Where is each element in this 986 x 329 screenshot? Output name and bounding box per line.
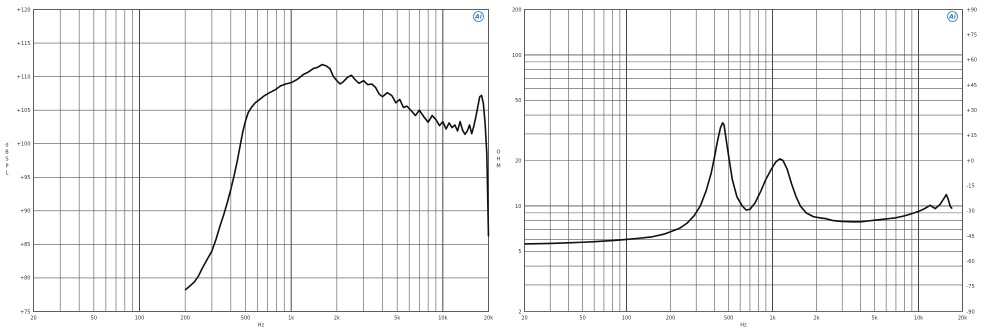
x-tick-label: 500: [241, 316, 251, 322]
x-axis-label: Hz: [258, 323, 265, 329]
x-tick-label: 1k: [770, 316, 776, 322]
x-tick-label: 100: [622, 316, 632, 322]
y-tick-label: 10: [515, 204, 521, 210]
x-tick-label: 20: [521, 316, 527, 322]
series-line: [184, 63, 490, 291]
frequency-response-chart: 20 50 100 200 500 1k 2k 5k 10k 20k +120 +115 +110 +10…: [5, 7, 493, 328]
ai-logo: Ai: [947, 11, 958, 22]
x-tick-label: 50: [579, 316, 585, 322]
y-tick-label: 2: [518, 309, 521, 315]
logo-text: Ai: [474, 14, 483, 21]
x-tick-label: 5k: [394, 316, 400, 322]
x-tick-label: 20k: [484, 316, 493, 322]
y-tick-label: +90: [20, 209, 31, 215]
y2-tick-label: +15: [967, 133, 978, 139]
y-tick-label: +80: [20, 276, 31, 282]
x-tick-label: 200: [666, 316, 676, 322]
x-tick-label: 100: [135, 316, 145, 322]
x-tick-label: 500: [724, 316, 734, 322]
x-tick-label: 50: [91, 316, 97, 322]
impedance-chart: 20 50 100 200 500 1k 2k 5k 10k 20k 200 100 50 20 10 5 2 +…: [496, 7, 977, 328]
x-axis-label: Hz: [740, 323, 747, 329]
x-tick-label: 10k: [914, 316, 923, 322]
x-tick-label: 200: [180, 316, 190, 322]
y2-tick-label: -45: [967, 234, 975, 240]
y-tick-label: 20: [515, 158, 521, 164]
y2-tick-label: -75: [967, 284, 975, 290]
y-tick-label: 5: [518, 249, 521, 255]
y2-tick-label: -90: [967, 309, 975, 315]
logo-ring: [473, 11, 484, 22]
y-tick-label: +120: [17, 7, 31, 13]
x-tick-label: 20: [30, 316, 36, 322]
y-tick-label: 200: [512, 7, 522, 13]
x-tick-label: 2k: [813, 316, 819, 322]
x-tick-label: 10k: [438, 316, 447, 322]
logo-ring: [947, 11, 958, 22]
x-tick-label: 1k: [288, 316, 294, 322]
ai-logo: Ai: [473, 11, 484, 22]
x-tick-label: 5k: [872, 316, 878, 322]
y-tick-label: +75: [20, 309, 31, 315]
y2-tick-label: +75: [967, 32, 978, 38]
x-tick-label: 20k: [958, 316, 967, 322]
y2-tick-label: +30: [967, 108, 978, 114]
y-tick-label: +95: [20, 175, 31, 181]
y2-tick-label: +90: [967, 7, 978, 13]
y-tick-label: +115: [17, 41, 31, 47]
y2-tick-label: -60: [967, 259, 975, 265]
y-tick-label: 100: [512, 53, 522, 59]
plot-frame: [33, 9, 489, 312]
y-tick-label: +110: [17, 74, 31, 80]
y2-tick-label: -15: [967, 183, 975, 189]
series-line: [524, 122, 953, 245]
y2-tick-label: -30: [967, 209, 975, 215]
y2-tick-label: +60: [967, 58, 978, 64]
y-tick-label: 50: [515, 98, 521, 104]
x-tick-label: 2k: [334, 316, 340, 322]
y-tick-label: +105: [17, 108, 31, 114]
logo-text: Ai: [948, 14, 957, 21]
y2-tick-label: +45: [967, 83, 978, 89]
y-tick-label: +85: [20, 242, 31, 248]
y-tick-label: +100: [17, 142, 31, 148]
y2-tick-label: +0: [967, 158, 974, 164]
